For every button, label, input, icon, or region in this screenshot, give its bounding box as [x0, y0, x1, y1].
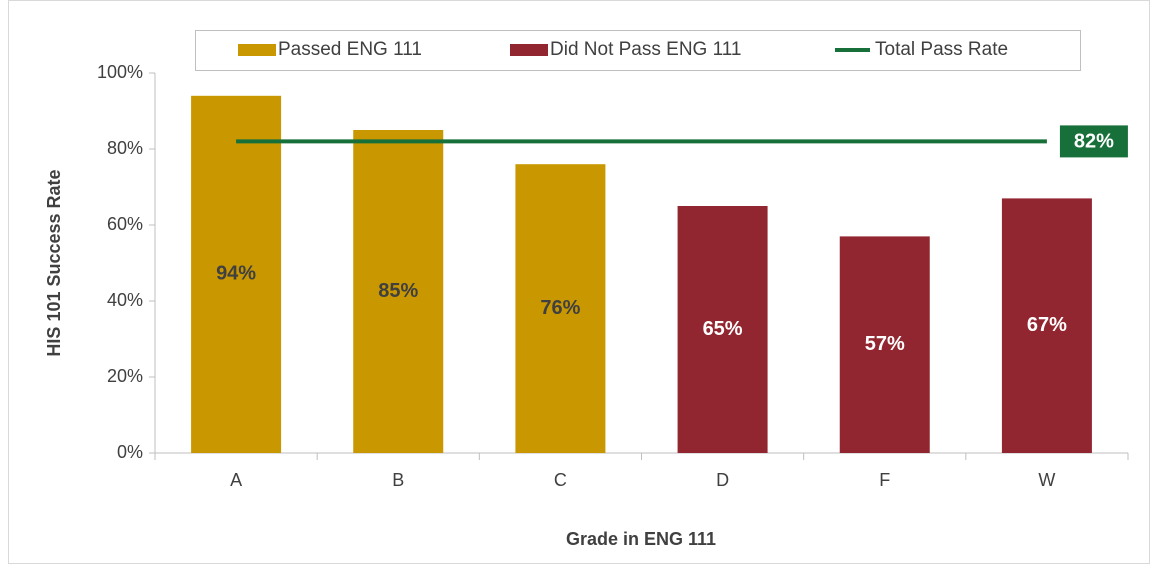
y-tick-label: 40%: [107, 290, 143, 310]
value-label: 82%: [1074, 131, 1114, 153]
legend-label: Did Not Pass ENG 111: [550, 39, 741, 60]
value-label: 94%: [216, 263, 256, 285]
legend-label: Passed ENG 111: [278, 39, 422, 60]
value-label: 76%: [540, 297, 580, 319]
legend-box: [195, 30, 1081, 71]
x-tick-label: D: [716, 470, 729, 490]
bar: [677, 206, 768, 453]
legend-swatch: [238, 44, 276, 56]
y-tick-label: 0%: [117, 442, 143, 462]
bar: [191, 95, 282, 454]
legend-label: Total Pass Rate: [875, 39, 1008, 60]
bar: [353, 130, 444, 453]
y-tick-label: 80%: [107, 138, 143, 158]
y-tick-label: 60%: [107, 214, 143, 234]
value-label: 57%: [865, 333, 905, 355]
x-tick-label: A: [230, 470, 242, 490]
bar: [839, 236, 930, 453]
x-tick-label: B: [392, 470, 404, 490]
x-tick-label: F: [879, 470, 890, 490]
x-axis-title: Grade in ENG 111: [566, 529, 716, 549]
legend-swatch: [510, 44, 548, 56]
bar: [515, 164, 606, 453]
value-label: 65%: [703, 318, 743, 340]
y-axis-title: HIS 101 Success Rate: [44, 169, 64, 356]
value-label: 67%: [1027, 314, 1067, 336]
value-label: 85%: [378, 280, 418, 302]
x-tick-label: C: [554, 470, 567, 490]
y-tick-label: 100%: [97, 62, 143, 82]
bar: [1001, 198, 1092, 453]
value-label-box: [1059, 125, 1128, 158]
x-tick-label: W: [1038, 470, 1055, 490]
y-tick-label: 20%: [107, 366, 143, 386]
